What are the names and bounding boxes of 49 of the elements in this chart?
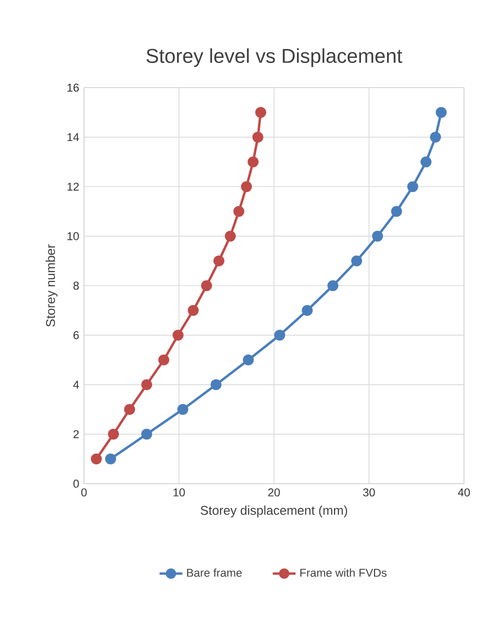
point	[436, 106, 447, 118]
point	[391, 206, 402, 217]
x-axis-title: Storey displacement (mm)	[200, 506, 348, 518]
y-axis-title: Storey number	[46, 244, 58, 327]
point	[188, 304, 199, 316]
point	[141, 379, 152, 390]
point	[90, 453, 102, 464]
point	[108, 428, 119, 440]
y-tick-label: 8	[73, 282, 79, 290]
x-tick-label: 10	[174, 488, 185, 496]
point	[233, 206, 244, 217]
y-tick-label: 14	[68, 133, 79, 142]
point	[242, 354, 254, 366]
point	[177, 404, 188, 415]
point	[351, 255, 362, 266]
x-tick-label: 30	[363, 488, 375, 496]
point	[407, 181, 418, 192]
point	[274, 330, 286, 341]
x-tick-label: 40	[458, 488, 470, 496]
legend-label: Bare frame	[187, 568, 242, 577]
point	[172, 330, 184, 341]
point	[105, 453, 116, 464]
point	[201, 280, 212, 292]
x-tick-label: 20	[268, 488, 280, 496]
point	[430, 132, 441, 143]
point	[252, 132, 264, 143]
point	[141, 428, 152, 440]
x-tick-label: 0	[81, 488, 87, 496]
point	[420, 156, 432, 168]
point	[372, 230, 384, 242]
y-tick-label: 0	[73, 480, 79, 488]
point	[248, 156, 259, 168]
point	[124, 404, 136, 415]
point	[302, 304, 313, 316]
y-tick-label: 6	[74, 331, 79, 340]
point	[224, 230, 236, 242]
y-tick-label: 10	[68, 232, 79, 240]
point	[255, 106, 266, 118]
point	[327, 280, 338, 292]
point	[158, 354, 170, 366]
y-tick-label: 4	[73, 380, 79, 389]
y-tick-label: 2	[74, 430, 79, 438]
legend-label: Frame with FVDs	[300, 568, 387, 577]
point	[213, 255, 224, 266]
point	[240, 181, 252, 192]
y-tick-label: 16	[68, 84, 79, 92]
point	[210, 379, 222, 390]
chart-title: Storey level vs Displacement	[146, 48, 402, 67]
y-tick-label: 12	[68, 182, 79, 191]
